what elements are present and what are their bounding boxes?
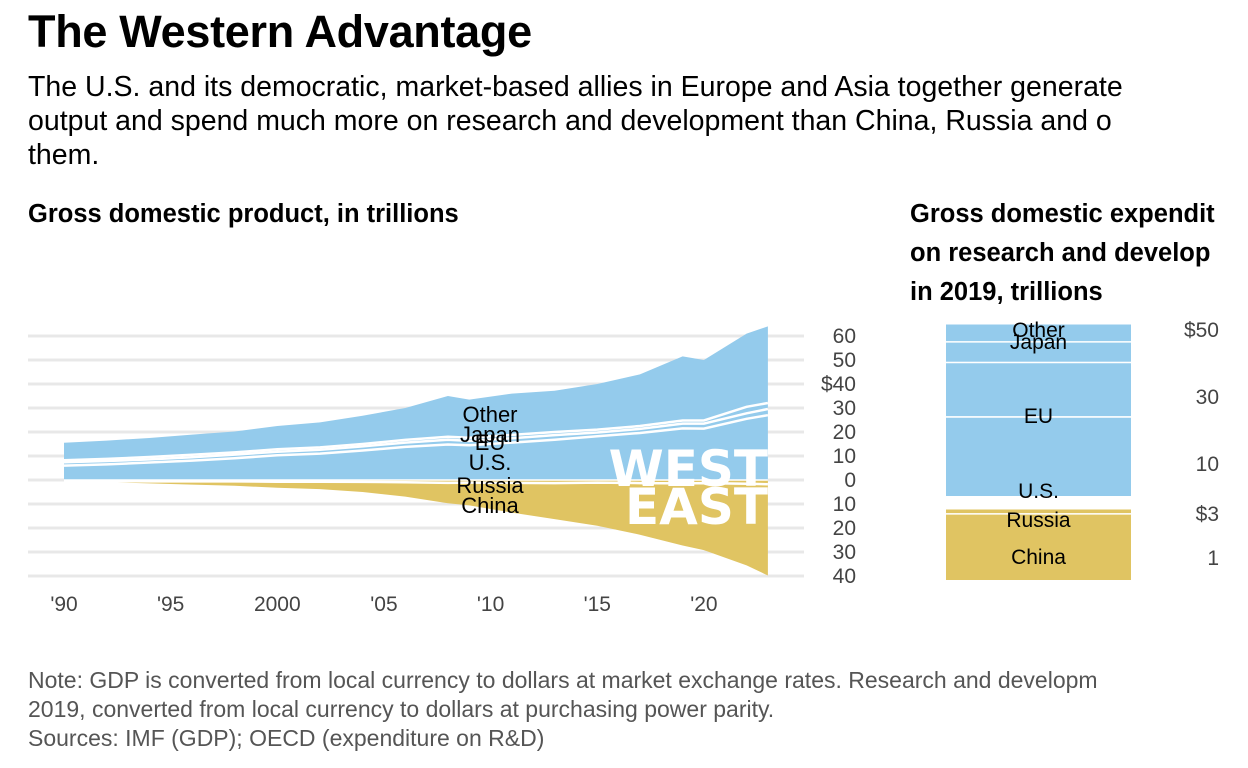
area-u-s — [64, 415, 768, 480]
page-subtitle: The U.S. and its democratic, market-base… — [28, 71, 1123, 171]
bar-segment-eu — [946, 361, 1131, 417]
east-annotation: EAST — [625, 478, 768, 536]
bar-label-eu: EU — [1024, 405, 1053, 428]
divider-eu — [63, 407, 769, 464]
y-tick-label: $40 — [821, 373, 856, 396]
bar-segment-other — [946, 323, 1131, 342]
divider-japan — [63, 401, 769, 462]
y-tick-label: 50 — [833, 349, 856, 372]
gdp-chart-title: Gross domestic product, in trillions — [28, 200, 459, 228]
bar-segment-russia — [946, 508, 1131, 514]
area-china — [64, 481, 768, 576]
rd-tick-label: 1 — [1207, 547, 1219, 570]
footnote: Note: GDP is converted from local curren… — [28, 667, 1098, 751]
bar-label-russia: Russia — [1006, 509, 1071, 532]
x-tick-label: '15 — [584, 593, 611, 616]
bar-segment-u-s — [946, 416, 1131, 496]
x-tick-label: '20 — [690, 593, 717, 616]
y-tick-label: 30 — [833, 397, 856, 420]
x-tick-label: '90 — [50, 593, 77, 616]
rd-chart-title: Gross domestic expendit on research and … — [910, 200, 1215, 306]
rd-tick-label: 30 — [1196, 386, 1219, 409]
series-label-eu: EU — [475, 430, 506, 455]
series-label-china: China — [461, 493, 519, 518]
page-title: The Western Advantage — [28, 6, 532, 57]
rd-tick-label: $50 — [1184, 319, 1219, 342]
rd-tick-label: 10 — [1196, 453, 1219, 476]
series-label-other: Other — [462, 402, 517, 427]
divider-u-s — [63, 413, 769, 467]
y-tick-label: 40 — [833, 565, 856, 588]
bar-label-china: China — [1011, 546, 1066, 569]
series-label-u-s: U.S. — [469, 450, 512, 475]
rd-tick-label: $3 — [1196, 503, 1219, 526]
bar-segment-china — [946, 513, 1131, 580]
bar-segment-japan — [946, 341, 1131, 362]
series-label-russia: Russia — [456, 473, 524, 498]
y-tick-label: 20 — [833, 517, 856, 540]
bar-label-japan: Japan — [1010, 331, 1067, 354]
series-label-japan: Japan — [460, 422, 520, 447]
y-tick-label: 60 — [833, 325, 856, 348]
y-tick-label: 30 — [833, 541, 856, 564]
area-other — [64, 326, 768, 461]
bar-label-u-s: U.S. — [1018, 480, 1059, 503]
x-tick-label: 2000 — [254, 593, 301, 616]
y-tick-label: 10 — [833, 445, 856, 468]
x-tick-label: '10 — [477, 593, 504, 616]
y-tick-label: 0 — [844, 469, 856, 492]
x-tick-label: '05 — [370, 593, 397, 616]
y-tick-label: 10 — [833, 493, 856, 516]
y-tick-label: 20 — [833, 421, 856, 444]
x-tick-label: '95 — [157, 593, 184, 616]
west-annotation: WEST — [609, 440, 768, 498]
bar-label-other: Other — [1012, 319, 1065, 342]
divider-russia — [64, 479, 768, 486]
